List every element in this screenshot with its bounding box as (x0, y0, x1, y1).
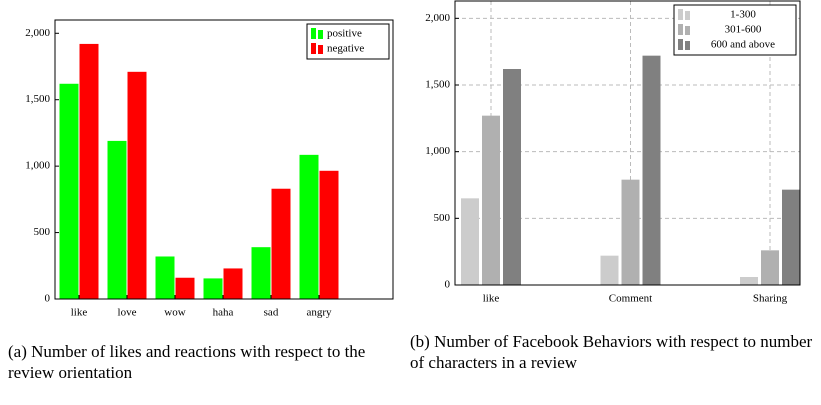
x-tick-label: haha (213, 307, 234, 319)
plot-frame (54, 19, 394, 300)
bar (461, 198, 479, 285)
bar (107, 140, 127, 299)
legend-label: 1-300 (730, 9, 756, 21)
x-tick-label: love (118, 307, 137, 319)
bar (175, 277, 195, 299)
y-tick-label: 2,000 (425, 12, 450, 24)
bar (127, 71, 147, 299)
bar (600, 255, 619, 285)
bar (503, 69, 521, 285)
y-tick-label: 500 (34, 226, 51, 238)
y-tick-label: 500 (434, 212, 451, 224)
y-tick-label: 1,000 (25, 160, 50, 172)
y-tick-label: 1,500 (25, 93, 50, 105)
y-tick-label: 0 (445, 279, 451, 291)
bar (319, 170, 339, 299)
legend-swatch (318, 30, 323, 39)
legend-label: 301-600 (725, 24, 762, 36)
x-tick-label: Sharing (753, 293, 788, 305)
bar (271, 188, 291, 299)
legend-swatch (685, 26, 690, 35)
bar (203, 278, 223, 299)
bar (223, 268, 243, 299)
bar (251, 247, 271, 299)
legend-box (673, 4, 797, 56)
y-tick-label: 1,000 (425, 145, 450, 157)
bar (299, 154, 319, 299)
bar (782, 189, 800, 285)
x-tick-label: wow (164, 307, 185, 319)
legend-swatch (678, 39, 683, 50)
bar (79, 43, 99, 299)
legend-swatch (311, 28, 316, 39)
legend-swatch (678, 9, 683, 20)
bar (761, 250, 779, 285)
bar (59, 83, 79, 300)
legend-swatch (311, 43, 316, 54)
x-tick-label: sad (264, 307, 279, 319)
legend-label: 600 and above (711, 39, 775, 51)
charts: 0 500 1,000 1,500 2,000 like love wow haha sad ang… (25, 0, 801, 319)
bar (740, 277, 758, 285)
legend-swatch (678, 24, 683, 35)
legend-swatch (685, 11, 690, 20)
bar (642, 55, 661, 285)
legend-swatch (318, 45, 323, 54)
legend-swatch (685, 41, 690, 50)
x-tick-label: like (483, 293, 500, 305)
y-tick-label: 1,500 (425, 79, 450, 91)
y-tick-label: 0 (45, 293, 51, 305)
caption: (a) Number of likes and reactions with r… (8, 342, 366, 382)
caption: (b) Number of Facebook Behaviors with re… (410, 332, 813, 372)
plot-frame (454, 0, 801, 286)
x-tick-label: angry (306, 307, 332, 319)
legend-label: positive (327, 28, 362, 40)
legend-label: negative (327, 43, 364, 55)
y-tick-label: 2,000 (25, 27, 50, 39)
x-tick-label: like (71, 307, 88, 319)
x-tick-label: Comment (609, 293, 652, 305)
bar (482, 115, 500, 286)
bar (621, 179, 640, 285)
bar (155, 256, 175, 299)
